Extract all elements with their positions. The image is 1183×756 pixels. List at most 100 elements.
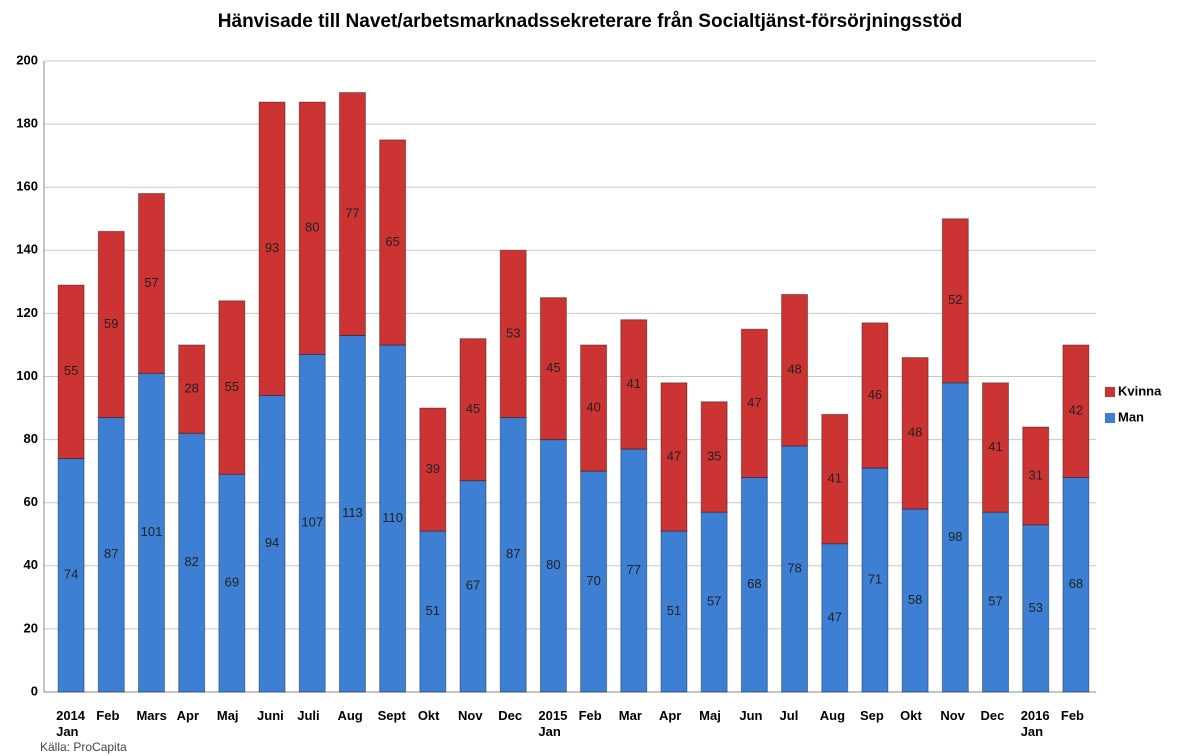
data-label: 113	[342, 505, 363, 520]
data-label: 77	[345, 205, 359, 220]
x-tick-label: Jun	[739, 708, 763, 723]
y-tick-label: 0	[31, 683, 38, 698]
y-tick-label: 40	[24, 557, 38, 572]
bar-segment	[941, 382, 969, 693]
bar-segment	[459, 480, 487, 693]
bar-segment	[700, 401, 728, 513]
data-label: 87	[104, 546, 118, 561]
data-label: 47	[747, 395, 761, 410]
bar-segment	[539, 297, 567, 441]
bar-segment	[379, 344, 407, 693]
data-label: 57	[707, 594, 721, 609]
bar-segment	[218, 300, 246, 475]
bar-segment	[178, 344, 206, 434]
x-tick-label: Feb	[1060, 708, 1085, 723]
bar-segment	[298, 101, 326, 355]
data-label: 70	[586, 573, 600, 588]
x-tick-label: Apr	[658, 708, 682, 723]
data-label: 93	[265, 240, 279, 255]
bar-segment	[580, 470, 608, 693]
x-tick-label: Dec	[980, 708, 1005, 723]
source: Källa: ProCapita	[40, 740, 127, 754]
bar-segment	[499, 417, 527, 693]
x-tick-label: 2015 Jan	[538, 708, 568, 739]
data-label: 98	[948, 529, 962, 544]
bar-segment	[298, 353, 326, 693]
legend-swatch	[1105, 413, 1115, 423]
data-label: 53	[1028, 600, 1042, 615]
data-label: 58	[908, 592, 922, 607]
data-label: 74	[64, 567, 78, 582]
bar-segment	[982, 382, 1010, 513]
bar-segment	[580, 344, 608, 472]
bar-segment	[137, 193, 165, 374]
data-label: 67	[466, 578, 480, 593]
x-tick-label: Jul	[779, 708, 799, 723]
data-label: 47	[828, 609, 842, 624]
bar-segment	[660, 530, 688, 693]
data-label: 41	[828, 470, 842, 485]
data-label: 77	[627, 562, 641, 577]
x-tick-label: Feb	[96, 708, 120, 723]
bar-segment	[258, 394, 286, 693]
x-tick-label: Juli	[297, 708, 320, 723]
data-label: 59	[104, 316, 118, 331]
x-tick-label: Nov	[940, 708, 965, 723]
data-label: 82	[184, 554, 198, 569]
data-label: 45	[466, 401, 480, 416]
data-label: 51	[667, 603, 681, 618]
bar-segment	[1022, 426, 1050, 526]
x-tick-label: Sep	[859, 708, 884, 723]
bar-segment	[499, 249, 527, 419]
bar-segment	[821, 543, 849, 693]
data-label: 51	[426, 603, 440, 618]
x-tick-label: Sept	[377, 708, 406, 723]
bar-segment	[57, 458, 85, 693]
bar-segment	[660, 382, 688, 532]
data-label: 28	[184, 381, 198, 396]
y-tick-label: 120	[16, 305, 38, 320]
x-tick-label: 2014 Jan	[56, 708, 86, 739]
data-label: 45	[546, 360, 560, 375]
bar-segment	[338, 92, 366, 336]
data-label: 31	[1028, 467, 1042, 482]
bar-segment	[419, 530, 447, 693]
x-tick-label: Aug	[819, 708, 846, 723]
y-tick-label: 80	[24, 431, 38, 446]
data-label: 107	[301, 515, 323, 530]
y-tick-label: 20	[24, 620, 38, 635]
data-label: 68	[1069, 576, 1083, 591]
data-label: 87	[506, 546, 520, 561]
bar-segment	[419, 407, 447, 532]
data-label: 78	[787, 560, 801, 575]
data-label: 35	[707, 448, 721, 463]
bar-segment	[982, 511, 1010, 693]
bar-segment	[379, 139, 407, 346]
y-tick-label: 180	[16, 116, 38, 131]
legend-label: Man	[1118, 409, 1144, 424]
x-tick-label: Okt	[417, 708, 440, 723]
y-tick-label: 60	[24, 494, 38, 509]
bar-segment	[901, 508, 929, 693]
x-tick-label: Maj	[699, 708, 721, 723]
bar-segment	[1062, 344, 1090, 478]
y-tick-label: 100	[16, 368, 38, 383]
chart-title: Hänvisade till Navet/arbetsmarknadssekre…	[218, 11, 962, 32]
data-label: 57	[144, 275, 158, 290]
data-label: 101	[141, 524, 163, 539]
data-label: 80	[305, 220, 319, 235]
data-label: 68	[747, 576, 761, 591]
bar-segment	[459, 338, 487, 482]
data-label: 42	[1069, 403, 1083, 418]
y-tick-label: 160	[16, 179, 38, 194]
data-label: 47	[667, 448, 681, 463]
data-label: 65	[385, 234, 399, 249]
x-tick-label: Juni	[257, 708, 284, 723]
bar-segment	[539, 439, 567, 693]
x-tick-label: Mar	[618, 708, 642, 723]
data-label: 39	[426, 461, 440, 476]
bar-segment	[781, 445, 809, 693]
legend-label: Kvinna	[1118, 383, 1162, 398]
x-tick-label: Aug	[337, 708, 363, 723]
